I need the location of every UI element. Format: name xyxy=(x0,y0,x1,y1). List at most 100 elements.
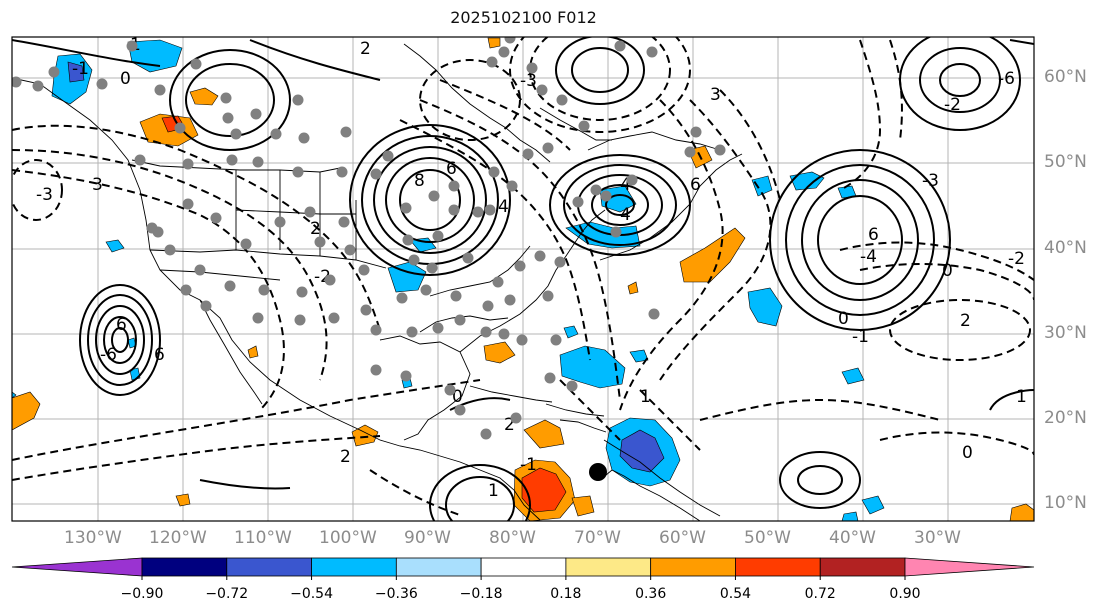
longitude-label: 110°W xyxy=(234,528,292,548)
station-dot xyxy=(344,244,356,256)
colorbar-segment xyxy=(226,557,312,577)
station-dot xyxy=(646,46,658,58)
colorbar-tick-label: 0.36 xyxy=(635,586,667,602)
station-dot xyxy=(314,236,326,248)
contours-positive xyxy=(12,37,1034,521)
station-dot xyxy=(572,196,584,208)
station-dot xyxy=(360,304,372,316)
colorbar-segment xyxy=(141,557,228,577)
station-dot xyxy=(222,112,234,124)
station-dot xyxy=(338,216,350,228)
station-dot xyxy=(484,204,496,216)
colorbar-tick-label: 0.18 xyxy=(550,586,582,602)
contour-label: -6 xyxy=(100,345,117,365)
station-dot xyxy=(498,328,510,340)
contour-label: 1 xyxy=(1016,387,1027,407)
map-title: 2025102100 F012 xyxy=(450,8,597,27)
contour-label: 2 xyxy=(360,39,371,59)
station-dot xyxy=(250,108,262,120)
contour-label: 6 xyxy=(446,159,457,179)
station-dot xyxy=(370,324,382,336)
station-dot xyxy=(32,80,44,92)
station-dot xyxy=(454,314,466,326)
colorbar-segment xyxy=(650,557,736,577)
coastlines xyxy=(12,43,743,521)
contour-label: 6 xyxy=(154,345,165,365)
station-dot xyxy=(220,92,232,104)
contour-label: 0 xyxy=(838,309,849,329)
station-dot xyxy=(200,300,212,312)
station-dot xyxy=(292,94,304,106)
contour-label: 8 xyxy=(414,171,425,191)
station-markers xyxy=(12,37,726,440)
colorbar-tick-label: −0.72 xyxy=(205,586,249,602)
station-dot xyxy=(230,128,242,140)
station-dot xyxy=(578,120,590,132)
station-dot xyxy=(498,46,510,58)
station-dot xyxy=(480,326,492,338)
station-dot xyxy=(190,58,202,70)
station-dot xyxy=(534,250,546,262)
station-dot xyxy=(600,190,612,202)
station-dot xyxy=(370,364,382,376)
contour-label: -3 xyxy=(922,171,939,191)
station-dot xyxy=(126,40,138,52)
longitude-label: 120°W xyxy=(149,528,207,548)
longitude-label: 60°W xyxy=(659,528,706,548)
colorbar-segment xyxy=(480,557,567,577)
station-dot xyxy=(714,144,726,156)
contour-label: 0 xyxy=(962,443,973,463)
longitude-label: 30°W xyxy=(914,528,961,548)
colorbar-tick-label: 0.72 xyxy=(804,586,836,602)
station-dot xyxy=(536,84,548,96)
station-dot xyxy=(542,290,554,302)
station-dot xyxy=(542,142,554,154)
station-dot xyxy=(12,76,22,88)
contour-label: -2 xyxy=(944,95,961,115)
station-dot xyxy=(154,84,166,96)
latitude-label: 40°N xyxy=(1044,238,1087,258)
colorbar-tick-label: −0.36 xyxy=(374,586,418,602)
longitude-label: 130°W xyxy=(64,528,122,548)
longitude-label: 100°W xyxy=(319,528,377,548)
station-dot xyxy=(492,276,504,288)
colorbar-segment xyxy=(565,557,652,577)
station-dot xyxy=(194,264,206,276)
plot-frame xyxy=(11,36,1035,522)
station-dot xyxy=(510,412,522,424)
station-dot xyxy=(432,322,444,334)
station-dot xyxy=(400,202,412,214)
station-dot xyxy=(358,264,370,276)
station-dot xyxy=(292,166,304,178)
contour-label: 4 xyxy=(620,205,631,225)
station-dot xyxy=(96,78,108,90)
station-dot xyxy=(486,56,498,68)
colorbar-under-arrow xyxy=(11,557,143,577)
station-dot xyxy=(252,156,264,168)
station-dot xyxy=(240,238,252,250)
station-dot xyxy=(164,244,176,256)
station-dot xyxy=(448,204,460,216)
station-dot xyxy=(210,212,222,224)
station-dot xyxy=(426,262,438,274)
storm-center-marker xyxy=(589,463,607,481)
contour-label: -1 xyxy=(72,59,89,79)
longitude-label: 70°W xyxy=(574,528,621,548)
station-dot xyxy=(554,256,566,268)
station-dot xyxy=(182,158,194,170)
longitude-label: 50°W xyxy=(744,528,791,548)
contour-label: -1 xyxy=(520,455,537,475)
station-dot xyxy=(304,206,316,218)
station-dot xyxy=(472,206,484,218)
station-dot xyxy=(522,148,534,160)
station-dot xyxy=(400,370,412,382)
contour-label: -6 xyxy=(998,69,1015,89)
station-dot xyxy=(224,280,236,292)
contour-label: 0 xyxy=(942,261,953,281)
station-dot xyxy=(450,290,462,302)
colorbar-tick-label: −0.18 xyxy=(459,586,503,602)
station-dot xyxy=(544,372,556,384)
station-dot xyxy=(648,308,660,320)
station-dot xyxy=(454,404,466,416)
contour-label: 6 xyxy=(868,225,879,245)
